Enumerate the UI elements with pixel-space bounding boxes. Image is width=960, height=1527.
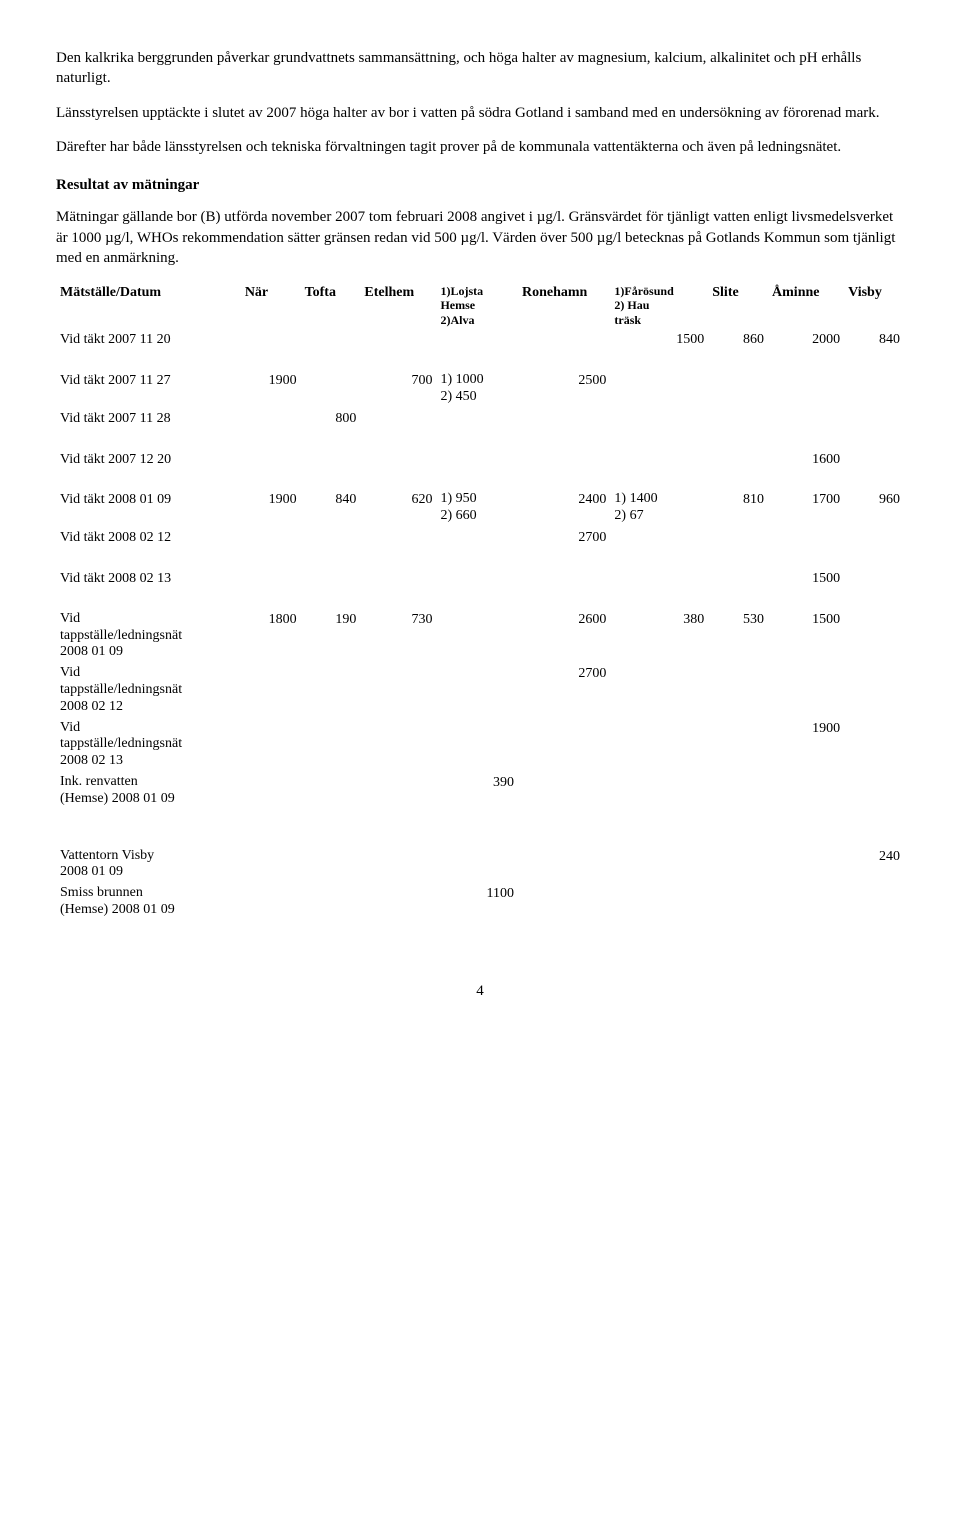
- col-matstalle: Mätställe/Datum: [56, 282, 241, 329]
- table-row: Smiss brunnen (Hemse) 2008 01 09 1100: [56, 883, 904, 921]
- table-row: Vid täkt 2008 02 13 1500: [56, 568, 904, 591]
- measurements-table: Mätställe/Datum När Tofta Etelhem 1)Lojs…: [56, 282, 904, 921]
- col-visby: Visby: [844, 282, 904, 329]
- paragraph-2: Länsstyrelsen upptäckte i slutet av 2007…: [56, 103, 904, 123]
- table-row: Vid täkt 2007 11 20 1500 860 2000 840: [56, 329, 904, 352]
- section-heading: Resultat av mätningar: [56, 175, 904, 195]
- col-aminne: Åminne: [768, 282, 844, 329]
- table-row: Vid täkt 2008 02 12 2700: [56, 527, 904, 550]
- col-slite: Slite: [708, 282, 768, 329]
- col-lojsta: 1)Lojsta Hemse 2)Alva: [436, 282, 518, 329]
- table-row: Ink. renvatten (Hemse) 2008 01 09 390: [56, 772, 904, 810]
- table-row: Vid tappställe/ledningsnät 2008 02 12 27…: [56, 663, 904, 717]
- table-header-row: Mätställe/Datum När Tofta Etelhem 1)Lojs…: [56, 282, 904, 329]
- table-row: Vid tappställe/ledningsnät 2008 01 09 18…: [56, 609, 904, 663]
- table-row: Vattentorn Visby 2008 01 09 240: [56, 846, 904, 884]
- col-nar: När: [241, 282, 301, 329]
- page-number: 4: [56, 981, 904, 1001]
- table-row: Vid tappställe/ledningsnät 2008 02 13 19…: [56, 718, 904, 772]
- table-row: Vid täkt 2007 11 27 1900 700 1) 1000 2) …: [56, 370, 904, 408]
- col-etelhem: Etelhem: [360, 282, 436, 329]
- paragraph-1: Den kalkrika berggrunden påverkar grundv…: [56, 48, 904, 89]
- table-row: Vid täkt 2008 01 09 1900 840 620 1) 950 …: [56, 489, 904, 527]
- paragraph-4: Mätningar gällande bor (B) utförda novem…: [56, 207, 904, 268]
- paragraph-3: Därefter har både länsstyrelsen och tekn…: [56, 137, 904, 157]
- table-row: Vid täkt 2007 11 28 800: [56, 408, 904, 431]
- col-tofta: Tofta: [301, 282, 361, 329]
- table-row: Vid täkt 2007 12 20 1600: [56, 449, 904, 472]
- col-farosund: 1)Fårösund 2) Hau träsk: [610, 282, 708, 329]
- col-ronehamn: Ronehamn: [518, 282, 610, 329]
